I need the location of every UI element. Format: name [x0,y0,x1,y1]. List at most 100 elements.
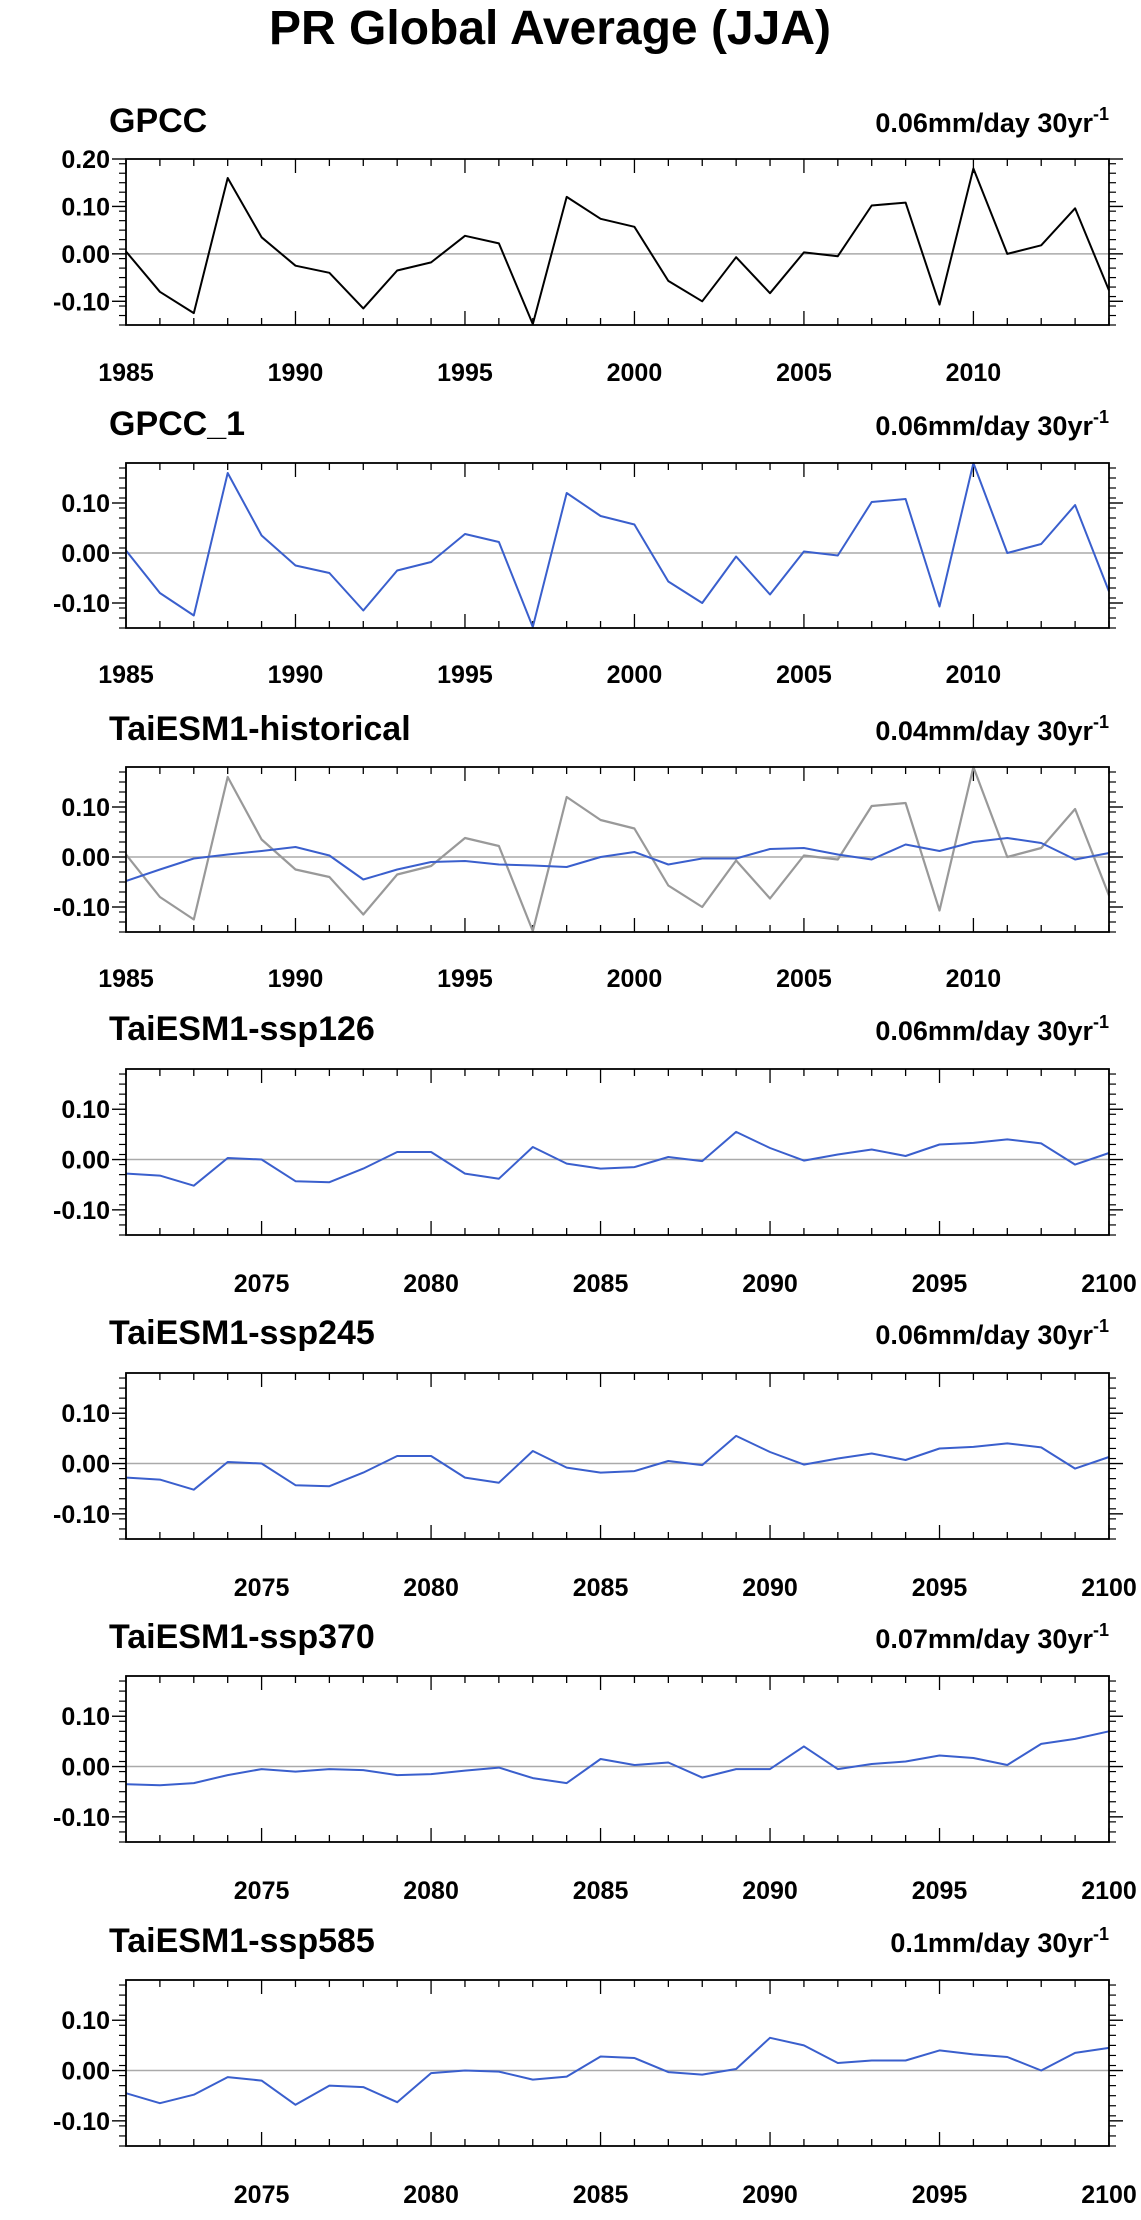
y-tick-label: 0.00 [61,2058,110,2086]
x-tick-label: 2090 [742,1270,798,1298]
series-line-model [125,1434,1110,1491]
figure-title: PR Global Average (JJA) [269,2,831,55]
x-tick-label: 2005 [776,965,832,993]
x-tick-label: 2100 [1081,1270,1137,1298]
trend-exponent: -1 [1093,1316,1109,1336]
x-tick-label: 2000 [607,661,663,689]
y-tick-label: 0.00 [61,1147,110,1175]
plot-frame [125,766,1110,933]
trend-label: 0.04mm/day 30yr-1 [875,712,1109,746]
x-tick-label: 2080 [403,1877,459,1905]
x-tick-label: 1990 [268,965,324,993]
y-tick-label: -0.10 [53,1197,110,1225]
y-tick-label: 0.00 [61,1754,110,1782]
y-tick-label: 0.10 [61,2007,110,2035]
trend-label: 0.07mm/day 30yr-1 [875,1620,1109,1654]
y-tick-label: -0.10 [53,1804,110,1832]
series-line-model [125,462,1110,628]
x-tick-label: 2095 [912,1574,968,1602]
y-tick-label: -0.10 [53,2108,110,2136]
x-tick-label: 2100 [1081,1574,1137,1602]
x-tick-label: 2000 [607,359,663,387]
x-tick-label: 2075 [234,2181,290,2209]
x-tick-label: 2005 [776,661,832,689]
x-tick-label: 2075 [234,1270,290,1298]
panel-3: TaiESM1-historical 0.04mm/day 30yr-1 0.10 0… [53,710,1123,993]
y-tick-label: -0.10 [53,590,110,618]
x-tick-label: 1985 [98,965,154,993]
y-tick-label: 0.00 [61,241,110,269]
x-tick-label: 2090 [742,2181,798,2209]
x-tick-label: 2010 [946,661,1002,689]
y-tick-label: -0.10 [53,288,110,316]
x-tick-label: 2080 [403,2181,459,2209]
panel-5: TaiESM1-ssp245 0.06mm/day 30yr-1 0.10 0.00 -… [53,1314,1137,1602]
x-tick-label: 2095 [912,1270,968,1298]
trend-value: 0.04mm/day 30yr [875,716,1093,746]
x-tick-label: 2010 [946,359,1002,387]
trend-exponent: -1 [1093,1012,1109,1032]
x-tick-label: 2075 [234,1574,290,1602]
trend-value: 0.07mm/day 30yr [875,1624,1093,1654]
x-tick-label: 1990 [268,359,324,387]
plot-frame [125,1068,1110,1236]
trend-exponent: -1 [1093,1924,1109,1944]
plot-frame [125,1372,1110,1540]
trend-label: 0.06mm/day 30yr-1 [875,104,1109,138]
y-tick-label: 0.00 [61,844,110,872]
x-tick-label: 2100 [1081,1877,1137,1905]
y-tick-label: 0.10 [61,490,110,518]
y-tick-label: -0.10 [53,894,110,922]
trend-value: 0.06mm/day 30yr [875,411,1093,441]
x-tick-label: 2080 [403,1270,459,1298]
x-tick-label: 1995 [437,965,493,993]
trend-label: 0.06mm/day 30yr-1 [875,407,1109,441]
x-tick-label: 1995 [437,661,493,689]
plot-frame [125,1979,1110,2147]
series-line-model [125,1130,1110,1187]
series-line-reference [125,765,1111,933]
panel-title: GPCC_1 [109,405,245,443]
trend-exponent: -1 [1093,407,1109,427]
x-tick-label: 2075 [234,1877,290,1905]
x-tick-label: 2095 [912,1877,968,1905]
panel-title: GPCC [109,102,207,140]
x-tick-label: 2100 [1081,2181,1137,2209]
x-tick-label: 2085 [573,1877,629,1905]
plot-frame [125,158,1110,326]
x-tick-label: 1985 [98,661,154,689]
x-tick-label: 2095 [912,2181,968,2209]
y-tick-label: 0.10 [61,794,110,822]
y-tick-label: -0.10 [53,1501,110,1529]
y-tick-label: 0.20 [61,146,110,174]
x-tick-label: 2085 [573,1574,629,1602]
panel-title: TaiESM1-ssp585 [109,1922,375,1960]
trend-label: 0.06mm/day 30yr-1 [875,1012,1109,1046]
series-line-model [125,837,1110,882]
series-line-model [125,1730,1110,1787]
trend-label: 0.1mm/day 30yr-1 [890,1924,1109,1958]
panel-7: TaiESM1-ssp585 0.1mm/day 30yr-1 0.10 0.00 -0… [53,1922,1137,2209]
panel-title: TaiESM1-ssp126 [109,1010,375,1048]
trend-label: 0.06mm/day 30yr-1 [875,1316,1109,1350]
y-tick-label: 0.10 [61,1400,110,1428]
series-line-observed [125,167,1110,326]
x-tick-label: 1995 [437,359,493,387]
series-line-model [125,2036,1110,2106]
trend-exponent: -1 [1093,712,1109,732]
x-tick-label: 2010 [946,965,1002,993]
y-tick-label: 0.00 [61,1451,110,1479]
panel-title: TaiESM1-ssp370 [109,1618,375,1656]
y-tick-label: 0.10 [61,193,110,221]
trend-exponent: -1 [1093,104,1109,124]
y-tick-label: 0.00 [61,540,110,568]
x-tick-label: 2080 [403,1574,459,1602]
panel-1: GPCC 0.06mm/day 30yr-1 0.20 0.10 0.00 -0.10 19… [53,102,1123,387]
trend-value: 0.06mm/day 30yr [875,1320,1093,1350]
y-tick-label: 0.10 [61,1703,110,1731]
trend-exponent: -1 [1093,1620,1109,1640]
panel-6: TaiESM1-ssp370 0.07mm/day 30yr-1 0.10 0.00 -… [53,1618,1137,1905]
plot-frame [125,462,1110,629]
